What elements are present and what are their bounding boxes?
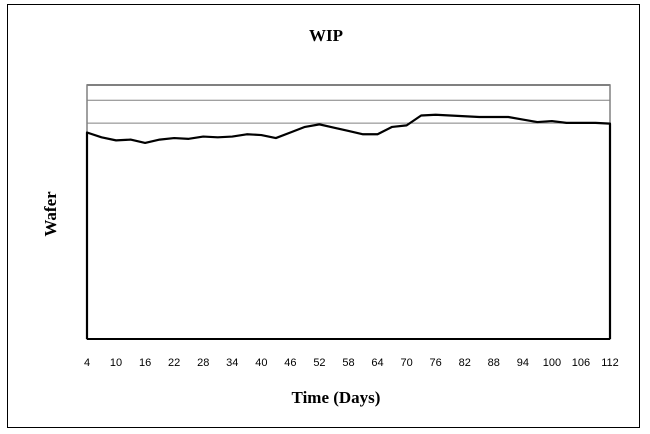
x-axis-label: Time (Days) — [292, 388, 381, 407]
x-tick-label: 16 — [139, 357, 151, 369]
x-tick-label: 64 — [371, 357, 383, 369]
y-axis-label: Wafer — [41, 191, 60, 237]
chart-frame — [7, 4, 640, 428]
x-tick-label: 106 — [572, 357, 590, 369]
x-tick-labels: 4 10 16 22 28 34 40 46 52 58 64 70 76 82 88 94 100 106 112 — [84, 357, 619, 369]
x-tick-label: 28 — [197, 357, 209, 369]
x-tick-label: 112 — [601, 357, 619, 369]
x-tick-label: 70 — [400, 357, 412, 369]
x-tick-label: 58 — [342, 357, 354, 369]
x-tick-label: 82 — [459, 357, 471, 369]
x-tick-label: 88 — [488, 357, 500, 369]
x-tick-label: 94 — [517, 357, 529, 369]
plot-area: 4 10 16 22 28 34 40 46 52 58 64 70 76 82 88 94 100 106 112 — [84, 84, 619, 369]
x-tick-label: 22 — [168, 357, 180, 369]
x-tick-label: 46 — [284, 357, 296, 369]
chart-title: WIP — [309, 26, 343, 45]
x-tick-label: 76 — [430, 357, 442, 369]
x-tick-label: 34 — [226, 357, 238, 369]
series-line-wip — [85, 113, 612, 339]
reference-lines — [87, 84, 610, 124]
x-tick-label: 4 — [84, 357, 90, 369]
x-tick-label: 10 — [110, 357, 122, 369]
x-tick-label: 52 — [313, 357, 325, 369]
x-tick-label: 40 — [255, 357, 267, 369]
x-tick-label: 100 — [543, 357, 561, 369]
